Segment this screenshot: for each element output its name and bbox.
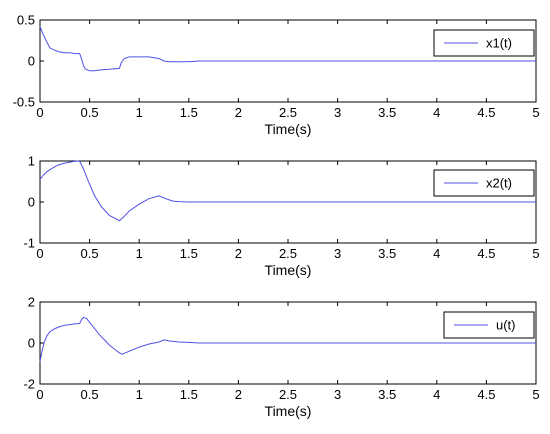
x-tick-label: 3 [334, 246, 341, 261]
x-tick-label: 1 [136, 105, 143, 120]
x-axis-label: Time(s) [265, 121, 312, 137]
x-tick-label: 4 [433, 105, 440, 120]
y-tick-label: -1 [23, 236, 35, 251]
x-axis-label: Time(s) [265, 262, 312, 278]
x-tick-label: 2.5 [279, 387, 297, 402]
x-tick-label: 1 [136, 246, 143, 261]
x-tick-label: 3.5 [378, 246, 396, 261]
y-tick-label: -2 [23, 377, 35, 392]
series-line-x2(t) [39, 160, 536, 222]
x-tick-label: 3.5 [378, 387, 396, 402]
x-tick-label: 1.5 [180, 246, 198, 261]
y-tick-label: 0 [28, 336, 35, 351]
x-tick-label: 2.5 [279, 246, 297, 261]
series-line-x1(t) [39, 26, 536, 72]
x-tick-label: 0 [36, 387, 43, 402]
series-line-u(t) [39, 316, 536, 362]
y-tick-label: 0 [28, 195, 35, 210]
subplot-1: 0 0.5 1 1.5 2 2.5 3 3.5 4 4.5 5-0.500.5Time(s)x1(t… [13, 13, 540, 138]
legend-label: u(t) [496, 318, 516, 333]
x-tick-label: 0 [36, 105, 43, 120]
x-tick-label: 4.5 [477, 246, 495, 261]
y-tick-label: 1 [28, 154, 35, 169]
x-tick-label: 4.5 [477, 387, 495, 402]
y-tick-label: 0 [28, 54, 35, 69]
x-axis-label: Time(s) [265, 403, 312, 419]
x-tick-label: 2 [235, 387, 242, 402]
x-tick-label: 3 [334, 387, 341, 402]
x-tick-label: 2 [235, 105, 242, 120]
x-tick-label: 1 [136, 387, 143, 402]
x-tick-label: 0.5 [81, 246, 99, 261]
x-tick-label: 5 [532, 387, 539, 402]
x-tick-label: 5 [532, 105, 539, 120]
legend-label: x1(t) [486, 36, 512, 51]
x-tick-label: 3.5 [378, 105, 396, 120]
x-tick-label: 0.5 [81, 387, 99, 402]
x-tick-label: 4 [433, 246, 440, 261]
legend-box [443, 311, 535, 339]
x-tick-label: 2 [235, 246, 242, 261]
x-tick-label: 2.5 [279, 105, 297, 120]
y-tick-label: 2 [28, 295, 35, 310]
x-tick-label: 0.5 [81, 105, 99, 120]
y-tick-label: 0.5 [17, 13, 35, 28]
y-tick-label: -0.5 [13, 95, 35, 110]
x-tick-label: 1.5 [180, 105, 198, 120]
x-tick-label: 4 [433, 387, 440, 402]
x-tick-label: 4.5 [477, 105, 495, 120]
x-tick-label: 3 [334, 105, 341, 120]
x-tick-label: 5 [532, 246, 539, 261]
x-tick-label: 0 [36, 246, 43, 261]
x-tick-label: 1.5 [180, 387, 198, 402]
legend-label: x2(t) [486, 176, 512, 191]
